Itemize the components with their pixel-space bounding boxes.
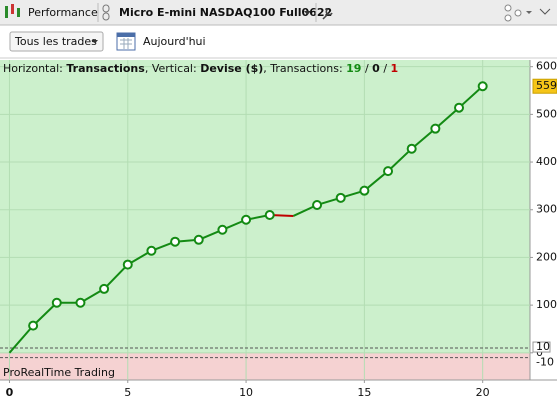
- y-axis-panel: [530, 60, 557, 380]
- toolbar: [0, 0, 557, 25]
- footer-label: ProRealTime Trading: [3, 366, 115, 379]
- collapse-icon[interactable]: [539, 8, 551, 15]
- equity-segment: [387, 147, 413, 172]
- equity-segment: [434, 106, 460, 130]
- trade-marker: [193, 234, 204, 245]
- instrument-selector[interactable]: Micro E-mini NASDAQ100 Full0622: [119, 6, 332, 19]
- y-tick-label: 500: [536, 107, 557, 120]
- y-tick-label: 300: [536, 203, 557, 216]
- dropdown-arrow[interactable]: [304, 11, 311, 15]
- equity-segment: [363, 170, 389, 192]
- reference-label: 10: [536, 340, 550, 353]
- y-tick-label: 100: [536, 298, 557, 311]
- chart-icon: [5, 4, 20, 18]
- equity-segment: [103, 263, 129, 290]
- x-tick-label: 5: [124, 386, 131, 399]
- y-tick-label: 600: [536, 60, 557, 73]
- reference-label: -10: [536, 356, 554, 369]
- trade-marker: [359, 185, 370, 196]
- trade-marker: [406, 143, 417, 154]
- filter-button[interactable]: [9, 31, 104, 52]
- trade-marker: [430, 123, 441, 134]
- date-label[interactable]: Aujourd'hui: [143, 35, 206, 48]
- equity-segment: [458, 85, 484, 109]
- trade-marker: [335, 192, 346, 203]
- last-value-box: [532, 78, 557, 94]
- trade-marker: [28, 320, 39, 331]
- trade-marker: [241, 214, 252, 225]
- settings-icon[interactable]: [322, 8, 333, 20]
- x-tick-label: 20: [476, 386, 490, 399]
- trade-marker: [383, 166, 394, 177]
- plot-area: [0, 60, 530, 380]
- last-value-label: 559: [536, 79, 557, 92]
- y-tick-label: 400: [536, 155, 557, 168]
- equity-segment: [411, 127, 437, 150]
- equity-segment: [32, 302, 58, 327]
- x-tick-label: 15: [357, 386, 371, 399]
- trade-marker: [264, 209, 275, 220]
- reference-label-box: [532, 341, 551, 353]
- trade-marker: [146, 245, 157, 256]
- trade-marker: [217, 224, 228, 235]
- x-tick-label: 0: [6, 386, 14, 399]
- share-icon[interactable]: [504, 4, 522, 22]
- trade-marker: [312, 199, 323, 210]
- share-arrow[interactable]: [526, 11, 532, 14]
- x-tick-label: 10: [239, 386, 253, 399]
- info-line: Horizontal: Transactions, Vertical: Devi…: [3, 62, 398, 75]
- trade-marker: [477, 81, 488, 92]
- y-tick-label: 200: [536, 250, 557, 263]
- trade-marker: [99, 283, 110, 294]
- link-icon[interactable]: [102, 4, 110, 21]
- trade-marker: [122, 259, 133, 270]
- trade-marker: [51, 297, 62, 308]
- tab-label[interactable]: Performance: [28, 6, 98, 19]
- dropdown-arrow[interactable]: [92, 40, 98, 44]
- filter-label[interactable]: Tous les trades: [14, 35, 97, 48]
- calendar-icon[interactable]: [116, 32, 136, 51]
- trade-marker: [454, 102, 465, 113]
- trade-marker: [75, 297, 86, 308]
- equity-segment: [8, 324, 34, 354]
- trade-marker: [170, 236, 181, 247]
